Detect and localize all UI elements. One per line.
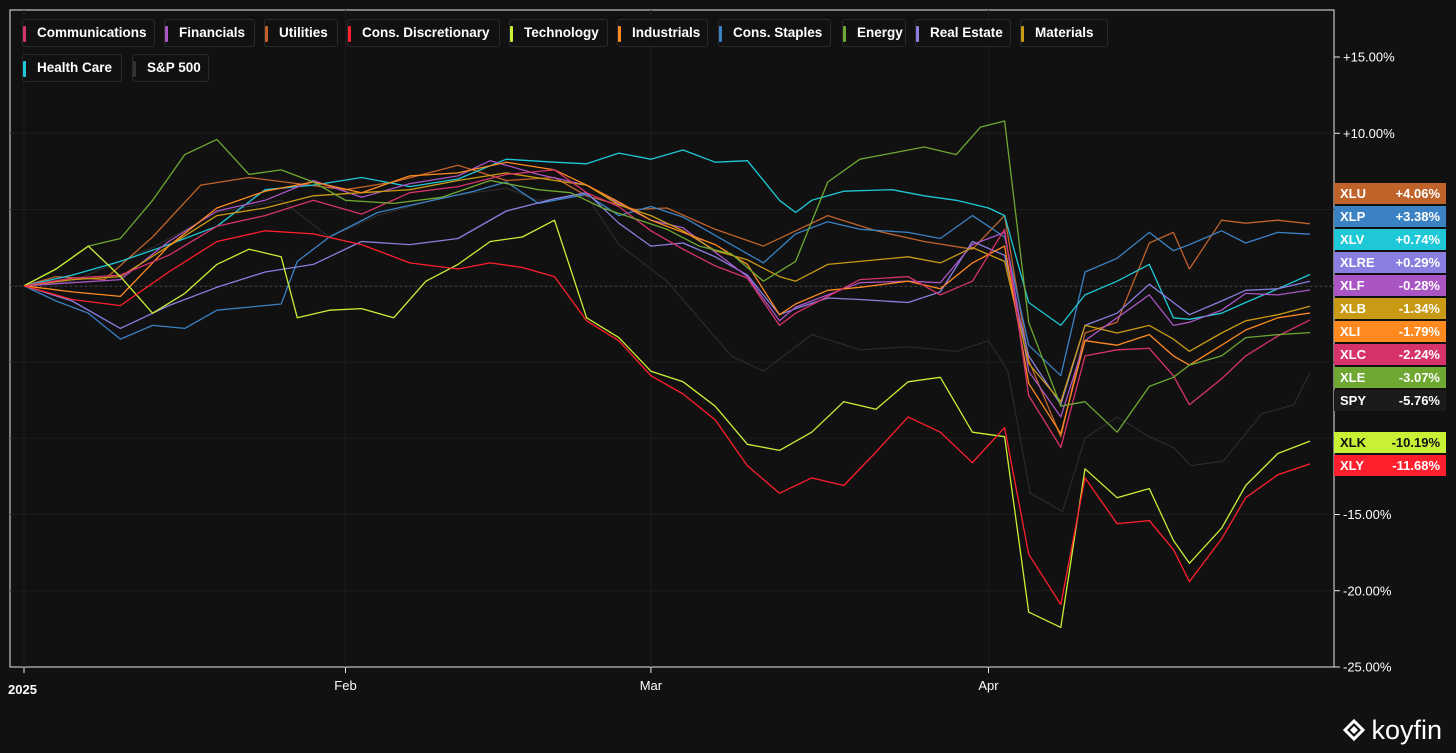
legend-label: S&P 500 (147, 60, 201, 75)
legend-swatch (23, 26, 26, 42)
value-tag-xlb: XLB -1.34% (1334, 298, 1446, 319)
tag-ticker: XLRE (1340, 255, 1375, 270)
value-tag-xlf: XLF -0.28% (1334, 275, 1446, 296)
legend-swatch (618, 26, 621, 42)
y-tick-label: -20.00% (1343, 583, 1392, 598)
tag-value: -2.24% (1398, 347, 1440, 362)
legend-label: Utilities (279, 25, 328, 40)
tag-value: -1.34% (1398, 301, 1440, 316)
legend-swatch (843, 26, 846, 42)
tag-ticker: XLY (1340, 458, 1365, 473)
series-line-health-care (23, 149, 1311, 327)
x-tick-label: Mar (640, 678, 663, 693)
legend-label: Technology (524, 25, 599, 40)
legend-item-materials[interactable]: Materials (1020, 19, 1108, 47)
y-tick-label: -15.00% (1343, 507, 1392, 522)
value-tag-xlv: XLV +0.74% (1334, 229, 1446, 250)
value-tag-xly: XLY -11.68% (1334, 455, 1446, 476)
tag-ticker: XLF (1340, 278, 1365, 293)
tag-value: +0.74% (1395, 232, 1440, 247)
value-tag-xli: XLI -1.79% (1334, 321, 1446, 342)
tag-value: -3.07% (1398, 370, 1440, 385)
tag-value: +0.29% (1395, 255, 1440, 270)
series-lines (23, 120, 1311, 629)
legend-item-industrials[interactable]: Industrials (617, 19, 708, 47)
tag-value: -5.76% (1398, 393, 1440, 408)
legend-item-financials[interactable]: Financials (164, 19, 255, 47)
legend-label: Materials (1035, 25, 1094, 40)
legend-label: Cons. Discretionary (362, 25, 490, 40)
value-tag-xlk: XLK -10.19% (1334, 432, 1446, 453)
legend-swatch (265, 26, 268, 42)
tag-ticker: XLU (1340, 186, 1366, 201)
koyfin-logo-text: koyfin (1371, 714, 1442, 745)
legend-swatch (165, 26, 168, 42)
tag-ticker: XLC (1340, 347, 1366, 362)
series-line-financials (23, 160, 1311, 418)
legend-label: Financials (179, 25, 246, 40)
legend-label: Health Care (37, 60, 113, 75)
value-tag-xlre: XLRE +0.29% (1334, 252, 1446, 273)
tag-ticker: XLP (1340, 209, 1366, 224)
x-tick-label: Feb (334, 678, 356, 693)
legend-label: Cons. Staples (733, 25, 823, 40)
x-tick-label: Apr (978, 678, 999, 693)
series-line-cons-staples (23, 181, 1311, 377)
gridlines (10, 10, 1334, 667)
series-line-energy (23, 120, 1311, 433)
tag-value: -0.28% (1398, 278, 1440, 293)
legend-item-s-p-500[interactable]: S&P 500 (132, 54, 209, 82)
koyfin-logo: koyfin (1341, 715, 1442, 745)
series-line-technology (23, 219, 1311, 629)
series-line-industrials (23, 161, 1311, 435)
y-axis: +15.00% +10.00% -15.00% -20.00% -25.00% (1334, 50, 1395, 675)
value-tag-xlc: XLC -2.24% (1334, 344, 1446, 365)
series-line-communications (23, 169, 1311, 449)
tag-ticker: XLE (1340, 370, 1366, 385)
legend-item-cons-discretionary[interactable]: Cons. Discretionary (347, 19, 500, 47)
series-line-utilities (23, 164, 1311, 438)
value-tag-xle: XLE -3.07% (1334, 367, 1446, 388)
series-line-materials (23, 172, 1311, 403)
value-tag-xlp: XLP +3.38% (1334, 206, 1446, 227)
tag-ticker: XLB (1340, 301, 1366, 316)
legend-label: Communications (37, 25, 147, 40)
legend-item-utilities[interactable]: Utilities (264, 19, 338, 47)
legend-item-energy[interactable]: Energy (842, 19, 906, 47)
tag-value: -1.79% (1398, 324, 1440, 339)
legend-swatch (510, 26, 513, 42)
legend-label: Industrials (632, 25, 701, 40)
tag-value: +3.38% (1395, 209, 1440, 224)
legend-swatch (133, 61, 136, 77)
legend-item-cons-staples[interactable]: Cons. Staples (718, 19, 831, 47)
x-tick-label: 2025 (8, 682, 37, 697)
x-axis: 2025 Feb Mar Apr (8, 667, 999, 697)
legend-item-health-care[interactable]: Health Care (22, 54, 122, 82)
tag-value: -11.68% (1392, 458, 1440, 473)
legend-label: Real Estate (930, 25, 1003, 40)
legend-swatch (1021, 26, 1024, 42)
tag-ticker: XLI (1340, 324, 1361, 339)
legend-swatch (23, 61, 26, 77)
legend-item-communications[interactable]: Communications (22, 19, 155, 47)
tag-ticker: XLV (1340, 232, 1365, 247)
y-tick-label: +15.00% (1343, 50, 1395, 65)
value-tag-spy: SPY -5.76% (1334, 390, 1446, 411)
tag-value: -10.19% (1391, 435, 1440, 450)
series-line-cons-discretionary (23, 230, 1311, 606)
y-tick-label: +10.00% (1343, 126, 1395, 141)
legend-item-technology[interactable]: Technology (509, 19, 608, 47)
legend-item-real-estate[interactable]: Real Estate (915, 19, 1011, 47)
legend-label: Energy (857, 25, 903, 40)
y-tick-label: -25.00% (1343, 660, 1392, 675)
legend-swatch (719, 26, 722, 42)
tag-value: +4.06% (1395, 186, 1440, 201)
tag-ticker: XLK (1340, 435, 1366, 450)
legend-swatch (348, 26, 351, 42)
tag-ticker: SPY (1340, 393, 1367, 408)
legend-swatch (916, 26, 919, 42)
value-tag-xlu: XLU +4.06% (1334, 183, 1446, 204)
koyfin-logo-icon (1343, 718, 1366, 742)
